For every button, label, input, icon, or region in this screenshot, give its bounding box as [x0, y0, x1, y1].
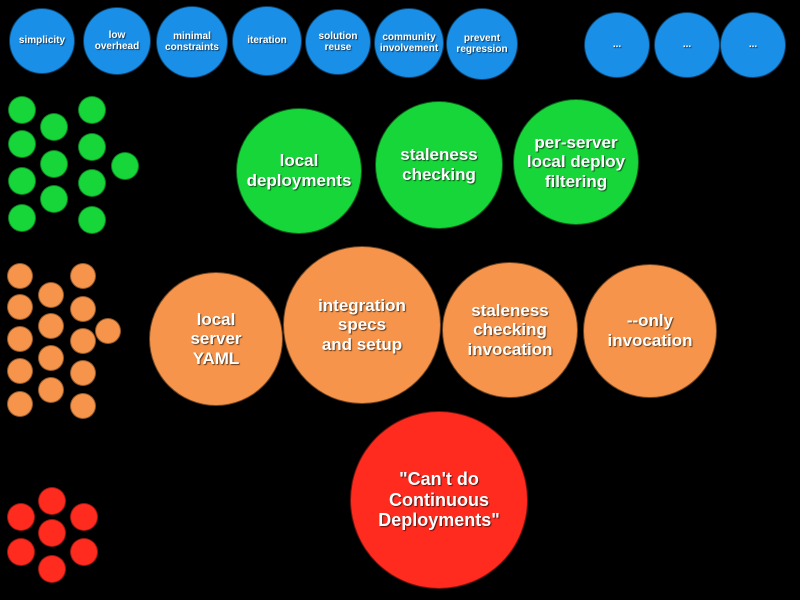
feature-dot	[8, 130, 36, 158]
task-bubble-staleness-invocation: staleness checking invocation	[442, 262, 578, 398]
task-bubble-local-server-yaml: local server YAML	[149, 272, 283, 406]
task-dot	[38, 377, 64, 403]
problem-bubble-continuous-deployments: "Can't do Continuous Deployments"	[350, 411, 528, 589]
feature-bubble-per-server-filtering: per-server local deploy filtering	[513, 99, 639, 225]
task-dot	[70, 393, 96, 419]
feature-dot	[78, 133, 106, 161]
problem-dot	[7, 538, 35, 566]
problem-dot	[38, 555, 66, 583]
task-label: integration specs and setup	[318, 295, 406, 354]
task-bubble-integration-specs: integration specs and setup	[283, 246, 441, 404]
value-label: ...	[682, 39, 692, 51]
feature-dot	[78, 169, 106, 197]
feature-dot	[40, 150, 68, 178]
feature-label: staleness checking	[400, 145, 478, 184]
value-bubble-solution-reuse: solution reuse	[305, 9, 371, 75]
feature-dot	[8, 96, 36, 124]
value-label: low overhead	[94, 29, 140, 53]
task-label: staleness checking invocation	[467, 300, 553, 359]
task-label: --only invocation	[607, 311, 693, 350]
task-dot	[7, 326, 33, 352]
value-label: solution reuse	[318, 30, 358, 54]
value-bubble-more-3: ...	[720, 12, 786, 78]
feature-dot	[8, 204, 36, 232]
value-bubble-community-involvement: community involvement	[374, 8, 444, 78]
value-bubble-iteration: iteration	[232, 6, 302, 76]
task-dot	[95, 318, 121, 344]
feature-label: per-server local deploy filtering	[526, 132, 626, 191]
value-label: iteration	[247, 35, 287, 47]
problem-label: "Can't do Continuous Deployments"	[378, 468, 500, 531]
task-dot	[70, 328, 96, 354]
task-dot	[70, 296, 96, 322]
problem-dot	[70, 503, 98, 531]
task-dot	[7, 391, 33, 417]
task-dot	[7, 358, 33, 384]
feature-label: local deployments	[246, 151, 352, 190]
value-label: ...	[612, 39, 622, 51]
feature-dot	[40, 185, 68, 213]
value-bubble-more-1: ...	[584, 12, 650, 78]
problem-dot	[70, 538, 98, 566]
problem-dot	[38, 519, 66, 547]
task-dot	[7, 263, 33, 289]
feature-bubble-staleness-checking: staleness checking	[375, 101, 503, 229]
value-bubble-low-overhead: low overhead	[83, 7, 151, 75]
feature-dot	[40, 113, 68, 141]
feature-dot	[78, 206, 106, 234]
task-dot	[38, 282, 64, 308]
task-bubble-only-invocation: --only invocation	[583, 264, 717, 398]
task-dot	[38, 345, 64, 371]
task-label: local server YAML	[190, 309, 242, 368]
task-dot	[38, 313, 64, 339]
value-label: prevent regression	[456, 32, 508, 56]
task-dot	[70, 263, 96, 289]
value-label: simplicity	[18, 35, 66, 47]
value-label: minimal constraints	[165, 30, 219, 54]
problem-dot	[38, 487, 66, 515]
feature-bubble-local-deployments: local deployments	[236, 108, 362, 234]
problem-dot	[7, 503, 35, 531]
value-bubble-prevent-regression: prevent regression	[446, 8, 518, 80]
value-bubble-more-2: ...	[654, 12, 720, 78]
value-label: community involvement	[379, 31, 439, 55]
task-dot	[7, 294, 33, 320]
feature-dot	[8, 167, 36, 195]
value-bubble-simplicity: simplicity	[9, 8, 75, 74]
task-dot	[70, 360, 96, 386]
feature-dot	[78, 96, 106, 124]
value-label: ...	[748, 39, 758, 51]
value-bubble-minimal-constraints: minimal constraints	[156, 6, 228, 78]
feature-dot	[111, 152, 139, 180]
